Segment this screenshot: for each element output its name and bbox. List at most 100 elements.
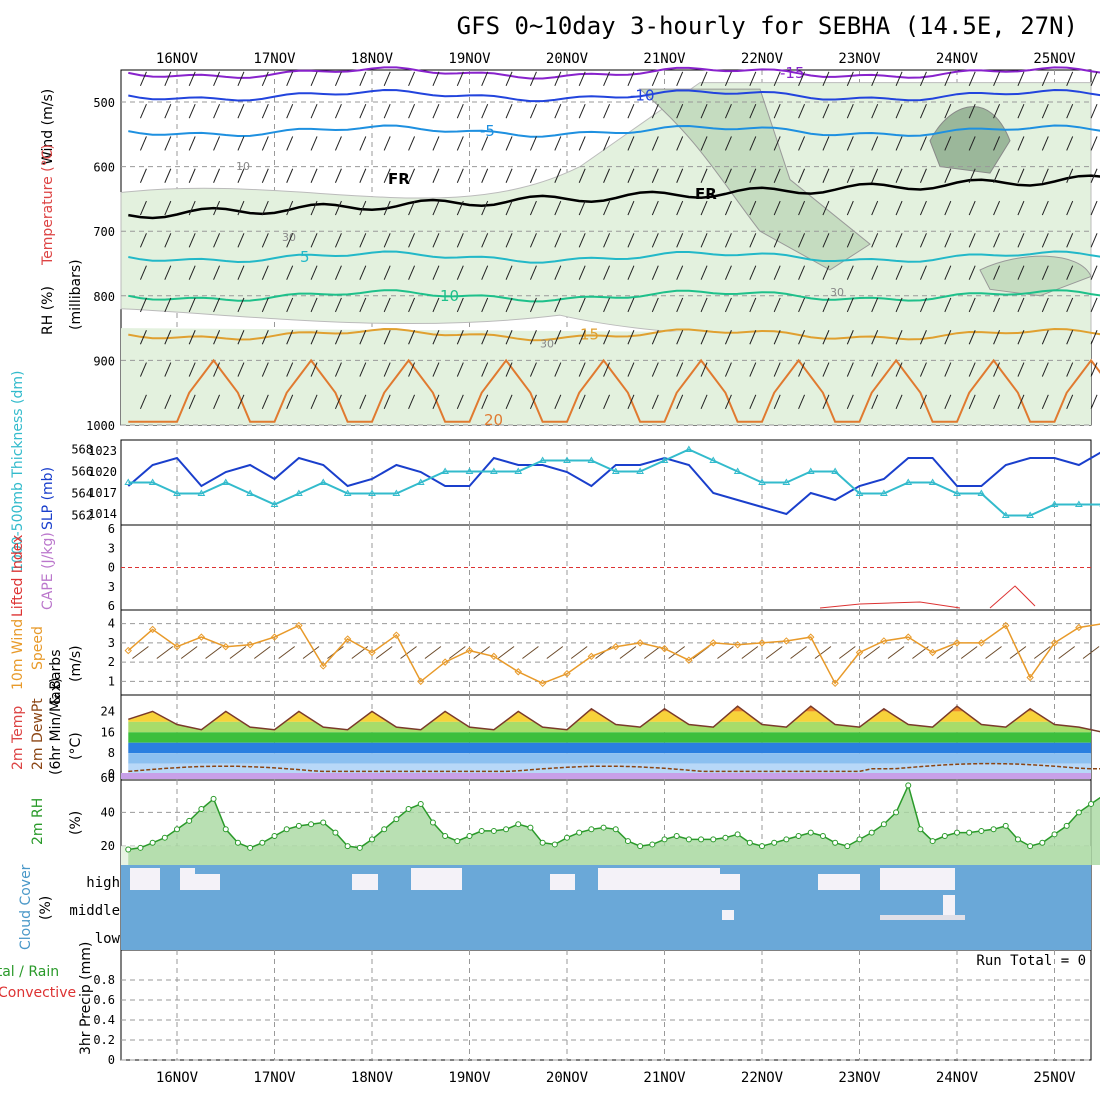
- wind-barb: [919, 265, 927, 280]
- wind-barb: [481, 71, 489, 87]
- wind-barb: [310, 233, 318, 248]
- wind-barb: [773, 233, 781, 248]
- wind-barb: [627, 297, 635, 313]
- wind-barb: [944, 136, 952, 151]
- wind-barb: [334, 233, 342, 248]
- wind-barb: [505, 297, 513, 313]
- wind-barb: [383, 265, 391, 280]
- wind-barb: [310, 362, 318, 377]
- temp-contour-line: [128, 327, 1100, 342]
- wind-barb: [1041, 297, 1049, 313]
- rh2m-tick-label: 40: [101, 805, 115, 819]
- bottom-date-label: 20NOV: [546, 1070, 589, 1086]
- wind-barb: [993, 330, 1001, 345]
- wind-barb: [871, 233, 879, 248]
- cloud-gap: [352, 874, 378, 890]
- rh2m-marker: [990, 826, 997, 833]
- wind-barb: [578, 330, 586, 345]
- wind-barb: [798, 362, 806, 377]
- wind-barb: [651, 297, 659, 313]
- wind-barb: [993, 265, 1001, 280]
- wind-barb: [968, 168, 976, 183]
- wind-barb: [676, 103, 684, 119]
- top-date-label: 21NOV: [643, 51, 686, 67]
- rh2m-marker: [369, 836, 375, 843]
- wind-barb: [554, 136, 562, 151]
- wind-barb: [554, 168, 562, 183]
- sounding-panel: 500 600 700 800 900 1000 -15 -10 -5 5 10 15 20 FR FR 10…: [86, 64, 1100, 433]
- wind-barb: [529, 103, 537, 119]
- wind-barb: [1066, 362, 1074, 377]
- rh2m-marker: [759, 843, 765, 850]
- wind-barb: [993, 394, 1001, 410]
- thickness-line-marker: [587, 456, 596, 463]
- wind-barb: [286, 200, 294, 216]
- minmax-label: (6hr Min/Max): [48, 678, 64, 775]
- wind10m-barb: [497, 646, 515, 659]
- wind-barb: [213, 394, 221, 410]
- sounding-unit-label: (millibars): [68, 259, 84, 330]
- rh2m-marker: [1039, 839, 1046, 846]
- wind10m-marker: [1075, 623, 1083, 632]
- wind-barb: [188, 168, 196, 183]
- wind10m-marker: [928, 648, 937, 657]
- rh2m-marker: [941, 833, 948, 839]
- wind10m-speed-label: Speed: [30, 626, 46, 670]
- wind-barb: [1090, 330, 1098, 345]
- wind-barb: [213, 362, 221, 377]
- wind-barb: [895, 297, 903, 313]
- wind-barb: [237, 103, 245, 119]
- wind-barb: [749, 265, 757, 280]
- wind-barb: [676, 297, 684, 313]
- wind-barb: [359, 136, 367, 151]
- temp2m-band: [128, 742, 1091, 754]
- wind-barb: [481, 168, 489, 183]
- wind-barb: [651, 394, 659, 410]
- rh2m-marker: [734, 831, 741, 838]
- rh2m-marker: [771, 839, 778, 846]
- wind-barb: [432, 362, 440, 377]
- rh2m-label: 2m RH: [30, 798, 46, 845]
- wind-barb: [724, 265, 732, 280]
- bottom-date-label: 24NOV: [936, 1070, 979, 1086]
- rh-contour-label: 30: [540, 337, 554, 350]
- wind-barb: [554, 394, 562, 410]
- wind-barb: [554, 330, 562, 345]
- thickness-tick-label: 568: [71, 443, 93, 457]
- wind-barb: [139, 330, 147, 345]
- wind10m-marker: [685, 656, 693, 664]
- wind-barb: [529, 394, 537, 410]
- wind10m-barb: [473, 646, 490, 659]
- rh2m-marker: [442, 833, 449, 839]
- wind-barb: [700, 394, 708, 410]
- wind-barb: [261, 168, 269, 183]
- wind-barb: [627, 394, 635, 410]
- wind-barb: [895, 103, 903, 119]
- precip-tick-label: 0.8: [93, 973, 115, 987]
- wind10m-speed-line: [127, 623, 1100, 685]
- wind10m-barb: [765, 646, 783, 659]
- wind-barb: [919, 297, 927, 313]
- temp-contour-label: -10: [630, 87, 655, 105]
- wind-barb: [261, 297, 269, 313]
- wind-barb: [188, 394, 196, 410]
- wind-barb: [481, 297, 489, 313]
- top-date-label: 18NOV: [351, 51, 394, 67]
- wind-barb: [529, 136, 537, 151]
- wind-barb: [286, 362, 294, 377]
- precip-panel: 0.8 0.6 0.4 0.2 0 Run Total = 0: [93, 953, 1091, 1067]
- wind-barb: [993, 200, 1001, 216]
- cloud-cover-panel: high middle low: [69, 865, 1091, 950]
- thickness-line-marker: [904, 478, 913, 485]
- rh2m-marker: [600, 824, 607, 831]
- bottom-date-axis: 16NOV 17NOV 18NOV 19NOV 20NOV 21NOV 22NOV 23NOV…: [156, 1070, 1076, 1086]
- temp2m-line: [128, 705, 1100, 733]
- wind-barb: [408, 265, 416, 280]
- wind-barb: [724, 168, 732, 183]
- temp-contour-line-20: [128, 358, 1100, 423]
- wind-barb: [578, 362, 586, 377]
- wind-barb: [1090, 233, 1098, 248]
- wind-barb: [846, 233, 854, 248]
- thickness-line-marker: [928, 478, 937, 485]
- wind-barb: [359, 103, 367, 119]
